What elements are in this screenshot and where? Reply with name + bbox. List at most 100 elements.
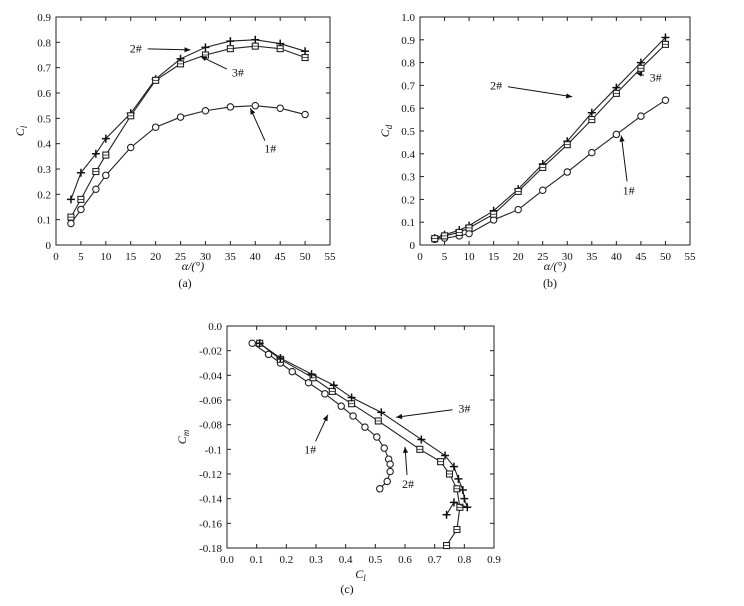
x-tick-label: 15 [488,251,500,263]
y-tick-label: 0 [46,240,52,252]
x-tick-label: 0.0 [220,554,234,566]
y-tick-label: -0.06 [199,395,222,407]
annotation-arrow-head [250,108,256,115]
x-tick-label: 15 [125,251,137,263]
panel-caption: (b) [543,276,557,290]
y-axis-label: Cd [378,124,394,137]
x-tick-label: 45 [635,251,647,263]
x-tick-label: 0.5 [368,554,382,566]
annotation-arrow-head [200,56,208,62]
data-point-plus [460,494,469,503]
x-tick-label: 0.8 [457,554,471,566]
data-point-circle [201,106,210,115]
data-point-circle [337,402,345,410]
y-tick-label: 0.6 [37,88,51,100]
x-tick-label: 0.6 [398,554,412,566]
x-tick-label: 30 [562,251,574,263]
data-point-circle [588,148,596,157]
y-tick-label: -0.08 [199,420,222,432]
series-annotation-label: 1# [264,142,276,156]
x-tick-label: 5 [78,251,84,263]
annotation-arrow-line [507,86,573,98]
data-point-plus [226,37,235,46]
data-point-circle [514,205,522,214]
data-point-plus [329,381,338,390]
y-tick-label: 0.4 [401,149,415,161]
panel-caption: (c) [340,582,353,596]
chart-panel-2: 0 5 10 15 20 25 30 35 40 45 50 55 0 0.1 0.2 0.3 0.4 0.5 0.… [378,12,696,290]
x-tick-label: 25 [175,251,187,263]
y-tick-label: 0.7 [37,63,51,75]
data-point-circle [383,477,391,486]
x-tick-label: 30 [200,251,212,263]
data-point-plus [441,451,450,460]
series-line-2 [70,39,306,200]
x-tick-label: 10 [100,251,112,263]
data-point-plus [101,134,110,143]
x-tick-label: 45 [275,251,287,263]
y-tick-label: 0.0 [208,321,222,333]
chart-panel-1: 0 5 10 15 20 25 30 35 40 45 50 55 0 0.1 0.2 0.3 0.4 0.5 0.… [13,12,336,290]
y-axis-label: Cl [13,125,29,136]
x-tick-label: 50 [660,251,672,263]
data-point-plus [91,149,100,158]
data-point-plus [201,43,210,52]
x-tick-label: 35 [225,251,237,263]
x-tick-label: 20 [513,251,525,263]
plot-frame [419,16,691,246]
data-point-plus [463,503,472,512]
y-tick-label: 0.8 [37,37,51,49]
x-tick-label: 0 [417,251,423,263]
x-tick-label: 40 [250,251,262,263]
y-tick-label: 0.2 [401,194,415,206]
series-annotation-label: 2# [490,78,502,92]
data-point-plus [449,462,458,471]
data-point-circle [538,186,547,195]
y-tick-label: 0.7 [401,80,415,92]
y-tick-label: 0.9 [37,12,51,24]
y-tick-label: -0.1 [205,444,222,456]
series-annotation-label: 3# [232,66,244,80]
y-tick-label: 0.3 [37,164,51,176]
series-line-2 [434,37,666,239]
annotation-arrow-line [147,48,191,51]
data-point-circle [661,96,670,104]
y-tick-label: 0.4 [37,139,51,151]
x-tick-label: 55 [325,251,337,263]
data-point-plus [251,35,260,44]
data-point-plus [587,108,596,117]
data-point-circle [77,205,85,214]
data-point-circle [321,390,329,398]
data-point-circle [301,110,309,119]
series-line-1 [70,105,306,224]
y-tick-label: 0.2 [37,189,51,201]
data-point-plus [661,33,670,42]
x-axis-label: α/(°) [544,259,566,273]
data-point-plus [301,47,310,56]
data-point-circle [386,460,394,468]
y-tick-label: 0.3 [401,172,415,184]
data-point-plus [458,486,467,495]
x-tick-label: 0.4 [339,554,353,566]
series-line-1 [434,99,666,240]
x-tick-label: 0.9 [487,554,501,566]
x-tick-label: 35 [586,251,598,263]
x-tick-label: 0 [53,251,59,263]
y-axis-label: Cm [175,429,191,444]
series-annotation-label: 1# [304,442,316,456]
y-tick-label: -0.04 [199,370,222,382]
data-point-circle [612,130,621,139]
annotation-arrow-head [619,135,625,142]
data-point-circle [251,101,260,110]
data-point-circle [376,485,384,493]
data-point-plus [255,339,264,348]
y-tick-label: -0.02 [199,346,222,358]
y-tick-label: 0.5 [401,126,415,138]
y-tick-label: 1.0 [401,12,415,24]
y-tick-label: 0.6 [401,103,415,115]
data-point-circle [563,168,572,176]
y-tick-label: 0.1 [37,215,51,227]
annotation-arrow-head [184,47,191,53]
series-annotation-label: 3# [458,402,470,416]
y-tick-label: 0.9 [401,35,415,47]
